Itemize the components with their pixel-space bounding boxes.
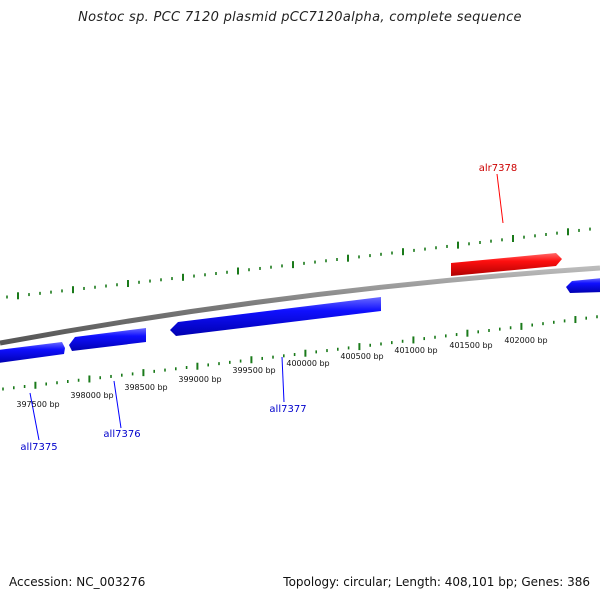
scale-labels: 397500 bp 398000 bp 398500 bp 399000 bp 3995… [16,336,547,409]
scale-label: 398500 bp [124,383,167,392]
accession-text: Accession: NC_003276 [9,575,146,589]
gene-arrow-all7377[interactable] [170,297,381,336]
scale-label: 400000 bp [286,359,329,368]
scale-label: 400500 bp [340,352,383,361]
scale-label: 397500 bp [16,400,59,409]
inner-tick-marks [2,315,598,391]
gene-arrow-all7376[interactable] [69,328,146,351]
outer-tick-marks [6,227,591,300]
map-title: Nostoc sp. PCC 7120 plasmid pCC7120alpha… [78,10,522,25]
gene-line-all7377 [281,356,285,403]
gene-label-all7377[interactable]: all7377 [269,404,306,415]
scale-label: 401000 bp [394,346,437,355]
gene-arrow-all7375[interactable] [0,342,65,363]
gene-arrow-offscreen [566,278,600,293]
gene-line-alr7378 [496,173,504,224]
gene-label-all7375[interactable]: all7375 [20,442,57,453]
gene-line-all7376 [113,380,122,429]
genome-summary-text: Topology: circular; Length: 408,101 bp; … [283,575,590,589]
scale-label: 398000 bp [70,391,113,400]
gene-arrow-alr7378[interactable] [451,253,562,276]
scale-label: 399500 bp [232,366,275,375]
genome-backbone [0,265,600,346]
gene-label-alr7378[interactable]: alr7378 [479,163,517,174]
scale-label: 401500 bp [449,341,492,350]
scale-label: 399000 bp [178,375,221,384]
scale-label: 402000 bp [504,336,547,345]
gene-line-all7375 [29,392,40,441]
gene-label-all7376[interactable]: all7376 [103,429,140,440]
